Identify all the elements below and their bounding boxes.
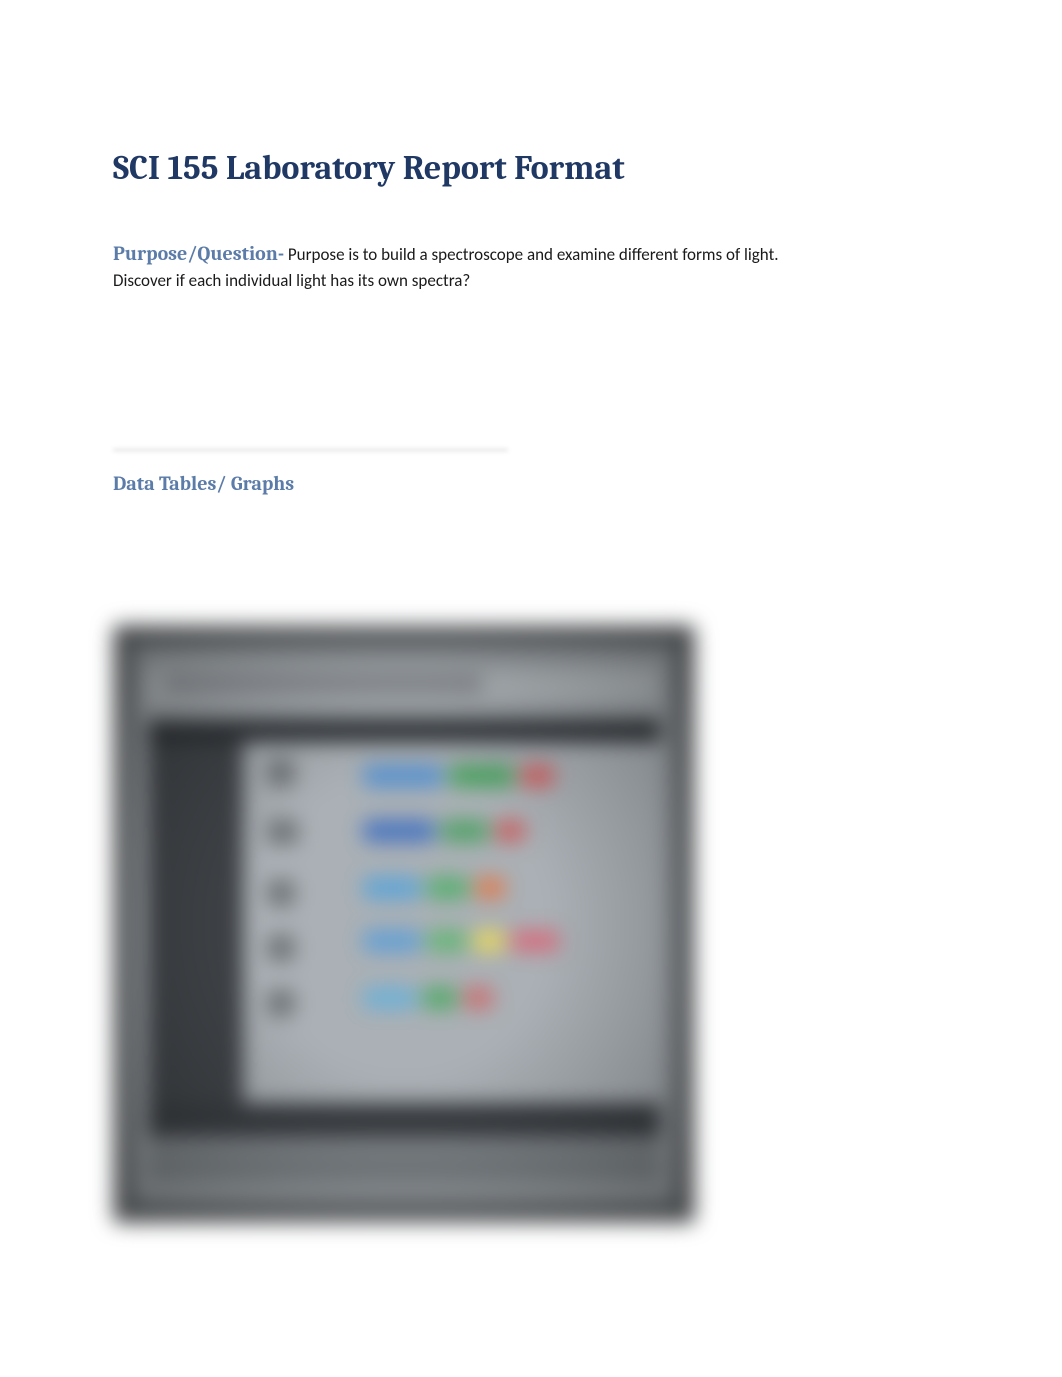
spectra-blob xyxy=(363,987,417,1009)
spectra-blob xyxy=(427,877,469,899)
spectra-photo xyxy=(113,625,695,1223)
spectra-row-5 xyxy=(363,985,655,1011)
report-title: SCI 155 Laboratory Report Format xyxy=(113,148,949,188)
spectra-photo-container xyxy=(113,625,695,1223)
photo-left-column xyxy=(148,742,243,1103)
photo-caption-band xyxy=(148,1143,660,1183)
row-symbol-3 xyxy=(268,880,294,906)
purpose-text-1: Purpose is to build a spectroscope and e… xyxy=(284,244,779,265)
photo-table-header xyxy=(148,720,660,742)
spectra-blob xyxy=(449,765,514,787)
document-page: SCI 155 Laboratory Report Format Purpose… xyxy=(0,0,1062,1303)
spectra-blob xyxy=(427,930,467,952)
purpose-heading: Purpose/Question- xyxy=(113,242,284,265)
spectra-blob xyxy=(463,987,493,1009)
spectra-row-4 xyxy=(363,928,655,954)
photo-title-blur xyxy=(163,675,483,693)
spectra-blob xyxy=(363,930,421,952)
spectra-blob xyxy=(441,820,489,842)
spectra-blob xyxy=(363,877,421,899)
spectra-blob xyxy=(511,930,559,952)
spectra-blob xyxy=(475,877,505,899)
divider xyxy=(113,448,508,452)
spectra-row-2 xyxy=(363,818,655,844)
row-symbol-5 xyxy=(268,990,294,1016)
spectra-row-1 xyxy=(363,763,655,789)
spectra-blob xyxy=(363,820,435,842)
spectra-blob xyxy=(423,987,457,1009)
spectra-blob xyxy=(363,765,443,787)
row-symbol-1 xyxy=(268,760,294,786)
purpose-text-2: Discover if each individual light has it… xyxy=(113,269,949,293)
spectra-blob xyxy=(495,820,525,842)
purpose-section: Purpose/Question- Purpose is to build a … xyxy=(113,242,949,293)
spectra-blob xyxy=(473,930,505,952)
spectra-row-3 xyxy=(363,875,655,901)
row-symbol-4 xyxy=(268,935,294,961)
data-tables-heading: Data Tables/ Graphs xyxy=(113,472,949,495)
photo-bottom-band xyxy=(148,1103,660,1138)
row-symbol-2 xyxy=(268,820,298,844)
spectra-blob xyxy=(520,765,554,787)
